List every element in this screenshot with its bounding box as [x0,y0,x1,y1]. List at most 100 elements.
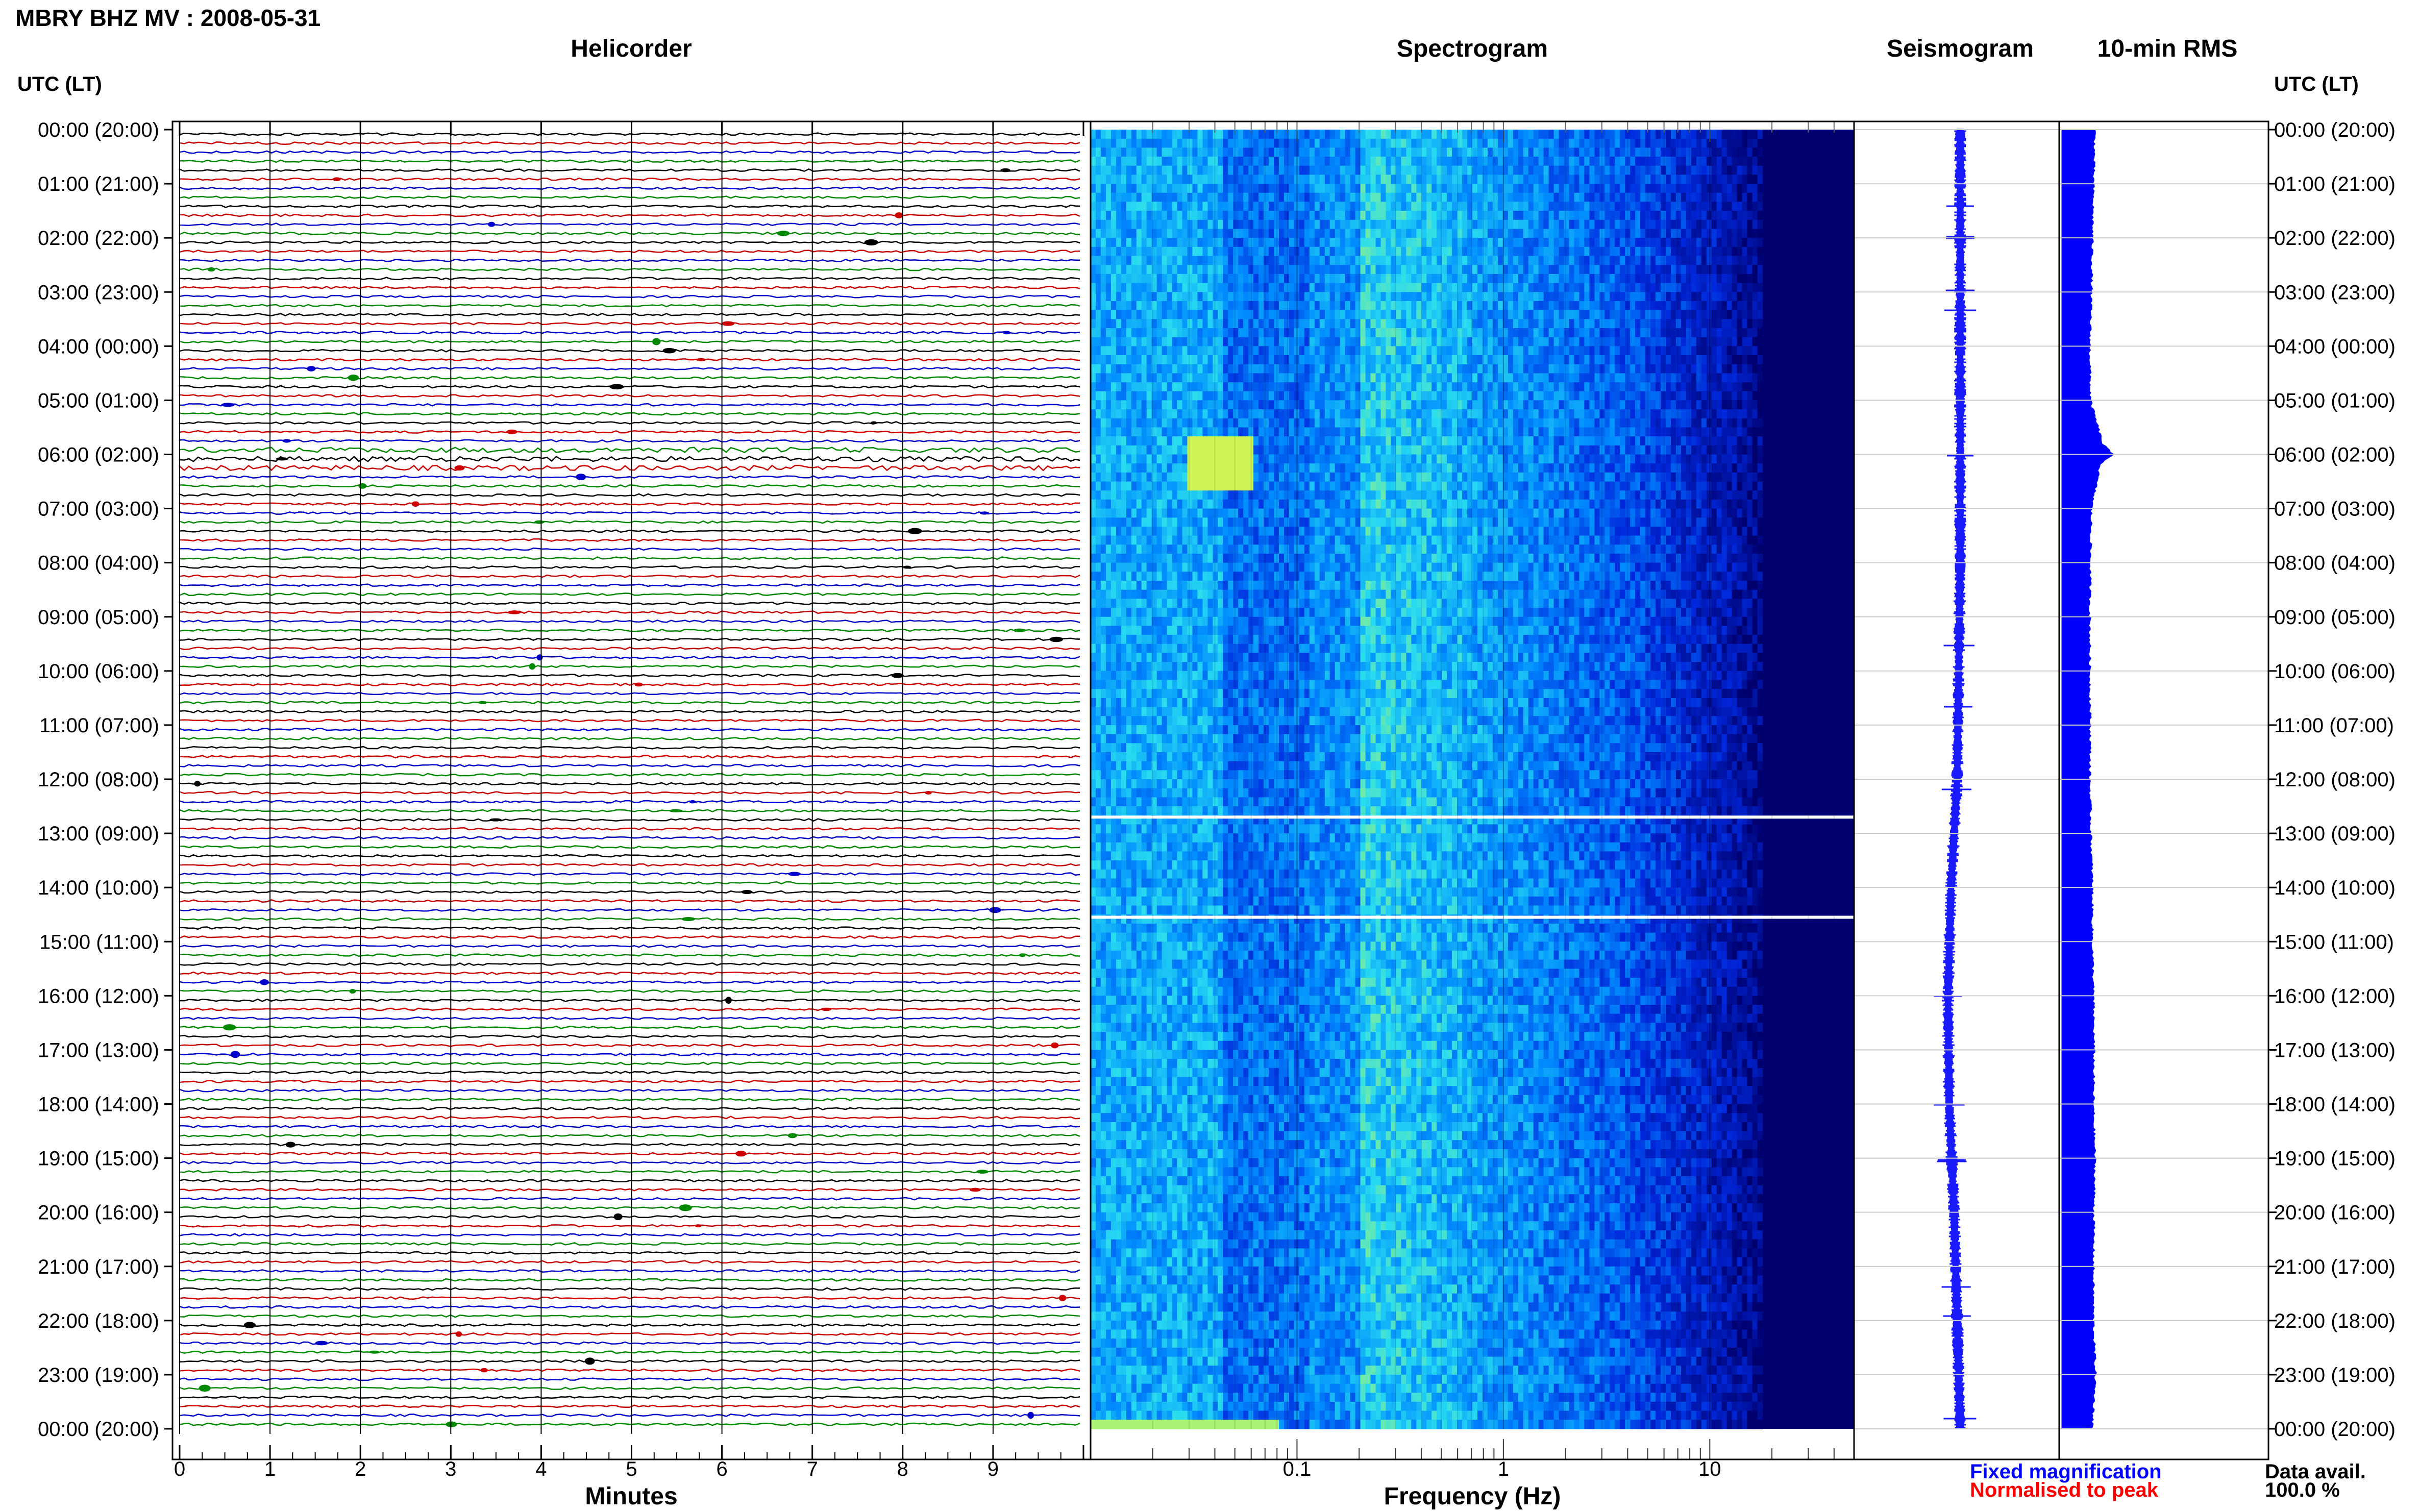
spectrogram-cell [1177,130,1183,139]
spectrogram-cell [1207,409,1213,419]
spectrogram-cell [1131,824,1137,834]
spectrogram-cell [1141,1077,1147,1086]
spectrogram-cell [1187,959,1193,969]
spectrogram-cell [1167,1176,1173,1186]
spectrogram-cell [1105,445,1112,455]
spectrogram-cell [1156,608,1163,617]
spectrogram-cell [1172,490,1178,500]
spectrogram-cell [1207,138,1213,148]
spectrogram-cell [1096,508,1101,518]
spectrogram-cell [1096,391,1101,401]
spectrogram-cell [1218,653,1223,662]
spectrogram-cell [1243,860,1249,870]
spectrogram-cell [1192,959,1198,969]
spectrogram-cell [1258,508,1264,518]
spectrogram-cell [1131,1158,1137,1168]
spectrogram-cell [1218,427,1223,437]
spectrogram-cell [1131,1257,1137,1267]
spectrogram-cell [1182,752,1188,762]
spectrogram-cell [1248,554,1254,563]
spectrogram-cell [1243,707,1249,716]
spectrogram-cell [1167,274,1173,284]
spectrogram-cell [1253,914,1259,924]
spectrogram-cell [1233,1347,1239,1357]
spectrogram-cell [1156,472,1163,482]
spectrogram-cell [1121,1095,1127,1105]
spectrogram-cell [1116,1374,1122,1384]
spectrogram-cell [1105,878,1112,888]
spectrogram-cell [1223,932,1228,942]
spectrogram-cell [1126,508,1132,518]
spectrogram-cell [1213,815,1218,825]
spectrogram-cell [1202,996,1208,1005]
spectrogram-cell [1248,869,1254,879]
spectrogram-cell [1105,1420,1112,1429]
spectrogram-cell [1091,969,1096,978]
spectrogram-cell [1253,725,1259,735]
spectrogram-cell [1192,1032,1198,1042]
spectrogram-cell [1172,1068,1178,1078]
spectrogram-cell [1258,1293,1264,1303]
spectrogram-cell [1096,292,1101,302]
spectrogram-cell [1253,517,1259,527]
spectrogram-cell [1172,1275,1178,1285]
spectrogram-cell [1167,454,1173,464]
spectrogram-cell [1162,1311,1168,1321]
spectrogram-cell [1248,147,1254,157]
spectrogram-cell [1192,544,1198,554]
spectrogram-cell [1105,635,1112,645]
spectrogram-cell [1202,283,1208,292]
spectrogram-cell [1258,797,1264,807]
spectrogram-cell [1243,246,1249,257]
spectrogram-cell [1167,1167,1173,1177]
spectrogram-cell [1136,887,1142,897]
spectrogram-cell [1213,1013,1218,1023]
spectrogram-cell [1218,986,1223,996]
spectrogram-cell [1248,211,1254,220]
spectrogram-cell [1105,391,1112,401]
spectrogram-cell [1207,472,1213,482]
spectrogram-cell [1233,1320,1239,1330]
spectrogram-cell [1253,508,1259,518]
spectrogram-cell [1167,1393,1173,1402]
spectrogram-cell [1121,788,1127,798]
spectrogram-cell [1177,1339,1183,1348]
spectrogram-cell [1110,969,1117,978]
spectrogram-cell [1162,1040,1168,1050]
spectrogram-cell [1248,274,1254,284]
spectrogram-cell [1248,905,1254,915]
spectrogram-cell [1202,752,1208,762]
spectrogram-cell [1156,1023,1163,1032]
spectrogram-cell [1243,608,1249,617]
spectrogram-cell [1218,157,1223,166]
spectrogram-cell [1091,1266,1096,1276]
spectrogram-cell [1223,328,1228,338]
spectrogram-cell [1177,1194,1183,1204]
spectrogram-cell [1121,932,1127,942]
spectrogram-cell [1131,1366,1137,1375]
spectrogram-cell [1258,1158,1264,1168]
spectrogram-cell [1243,1420,1249,1429]
spectrogram-cell [1233,1293,1239,1303]
spectrogram-cell [1136,662,1142,672]
spectrogram-cell [1100,1239,1106,1249]
spectrogram-cell [1110,1176,1117,1186]
spectrogram-cell [1141,698,1147,708]
spectrogram-cell [1116,589,1122,599]
spectrogram-cell [1258,1221,1264,1231]
spectrogram-cell [1151,878,1157,888]
spectrogram-cell [1136,229,1142,238]
spectrogram-cell [1172,1149,1178,1159]
spectrogram-cell [1202,373,1208,383]
spectrogram-cell [1248,1212,1254,1222]
spectrogram-cell [1091,581,1096,590]
spectrogram-cell [1136,1383,1142,1393]
spectrogram-cell [1156,310,1163,319]
spectrogram-cell [1238,1347,1244,1357]
spectrogram-cell [1126,1059,1132,1069]
spectrogram-cell [1091,418,1096,428]
spectrogram-cell [1238,544,1244,554]
spectrogram-cell [1110,292,1117,302]
spectrogram-cell [1238,1339,1244,1348]
spectrogram-cell [1100,635,1106,645]
